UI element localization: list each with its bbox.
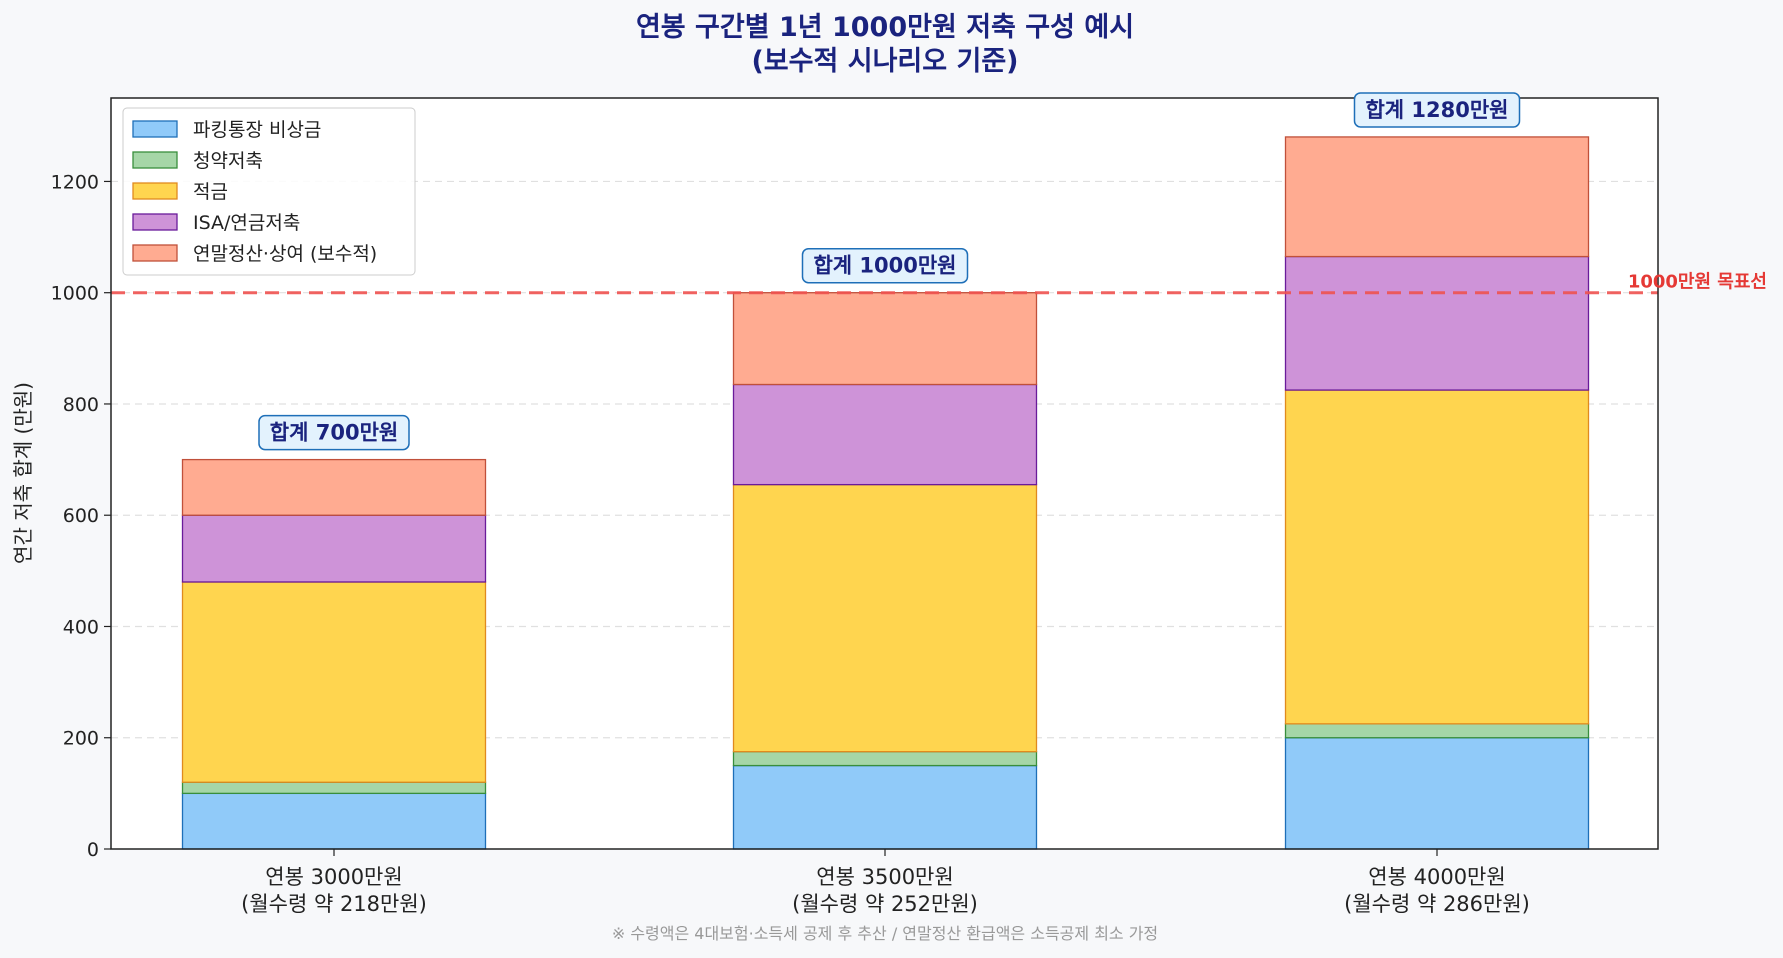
y-tick-label: 1200 [51, 171, 99, 193]
legend-box [122, 107, 416, 276]
bar-segment [1284, 389, 1590, 725]
y-axis-label: 연간 저축 합계 (만원) [11, 382, 35, 564]
total-label-box [801, 247, 969, 284]
legend-label: 청약저축 [193, 150, 263, 172]
y-tick-label: 600 [63, 505, 99, 527]
total-label-box [1353, 92, 1521, 128]
bar-segment [181, 792, 487, 850]
bar-segment [732, 483, 1038, 753]
y-tick-label: 800 [63, 394, 99, 416]
footnote: ※ 수령액은 4대보험·소득세 공제 후 추산 / 연말정산 환급액은 소득공제… [612, 924, 1158, 943]
bar-segment [1284, 136, 1590, 258]
legend-label: ISA/연금저축 [193, 212, 300, 234]
x-axis-ticks: 연봉 3000만원 (월수령 약 218만원) 연봉 3500만원 (월수령 약 25… [241, 849, 1530, 916]
legend-swatch [132, 182, 178, 200]
total-label: 합계 1000만원 [813, 254, 956, 278]
bar-segment [732, 383, 1038, 486]
y-tick-label: 400 [63, 616, 99, 638]
legend-label: 연말정산·상여 (보수적) [193, 243, 377, 265]
bar-segment [1284, 737, 1590, 850]
x-tick-label-line1: 연봉 3500만원 [816, 865, 953, 889]
total-label: 합계 1280만원 [1365, 98, 1508, 122]
bar-segment [181, 581, 487, 783]
bar-segment [732, 750, 1038, 767]
total-label: 합계 700만원 [270, 421, 398, 445]
total-label-box [258, 414, 410, 451]
x-tick-label-line2: (월수령 약 218만원) [241, 892, 427, 916]
chart-title-line2: (보수적 시나리오 기준) [751, 46, 1018, 77]
target-line-label: 1000만원 목표선 [1628, 272, 1767, 293]
legend-swatch [132, 244, 178, 262]
x-tick-label-line2: (월수령 약 252만원) [792, 892, 978, 916]
y-axis-ticks: 0 200 400 600 800 1000 1200 [51, 171, 111, 861]
legend-swatch [132, 213, 178, 231]
chart-title-line1: 연봉 구간별 1년 1000만원 저축 구성 예시 [636, 12, 1134, 43]
bar-segment [732, 764, 1038, 850]
x-tick-label-line1: 연봉 3000만원 [265, 865, 402, 889]
y-tick-label: 0 [87, 839, 99, 861]
x-tick-label-line2: (월수령 약 286만원) [1344, 892, 1530, 916]
total-labels: 합계 700만원 합계 1000만원 합계 1280만원 [258, 92, 1521, 451]
bars [181, 136, 1590, 850]
legend-label: 파킹통장 비상금 [193, 119, 321, 141]
bar-segment [181, 781, 487, 795]
bar-segment [1284, 255, 1590, 391]
legend-label: 적금 [193, 181, 228, 203]
bar-segment [181, 458, 487, 516]
y-tick-label: 1000 [51, 283, 99, 305]
bar-segment [732, 292, 1038, 386]
bar-segment [181, 514, 487, 583]
y-tick-label: 200 [63, 728, 99, 750]
legend-swatch [132, 120, 178, 138]
legend-swatch [132, 151, 178, 169]
x-tick-label-line1: 연봉 4000만원 [1368, 865, 1505, 889]
bar-segment [1284, 723, 1590, 739]
